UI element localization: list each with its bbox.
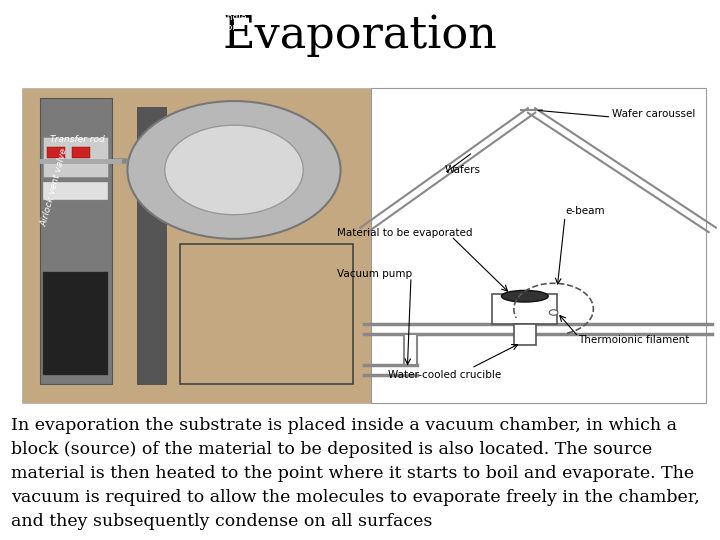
Text: Vacuum pump: Vacuum pump bbox=[337, 269, 413, 279]
Text: Evaporation: Evaporation bbox=[222, 14, 498, 57]
Bar bbox=[22, 89, 378, 403]
Bar bbox=[514, 324, 536, 345]
Text: Sample-angle
indicator: Sample-angle indicator bbox=[185, 13, 247, 32]
Bar bbox=[43, 137, 108, 177]
Bar bbox=[371, 89, 706, 403]
Bar bbox=[40, 98, 112, 384]
Bar bbox=[137, 107, 166, 384]
Text: Airlock vent valve: Airlock vent valve bbox=[40, 147, 69, 228]
Text: Water-cooled crucible: Water-cooled crucible bbox=[388, 369, 501, 380]
Bar bbox=[180, 245, 353, 384]
Circle shape bbox=[127, 101, 341, 239]
Bar bbox=[492, 294, 557, 324]
Text: In evaporation the substrate is placed inside a vacuum chamber, in which a
block: In evaporation the substrate is placed i… bbox=[11, 417, 700, 530]
Text: Thermoionic filament: Thermoionic filament bbox=[578, 335, 690, 345]
Bar bbox=[47, 147, 65, 158]
Bar bbox=[43, 181, 108, 200]
Circle shape bbox=[165, 125, 303, 215]
Bar bbox=[72, 147, 90, 158]
Text: e-beam: e-beam bbox=[565, 206, 605, 216]
Text: Wafer caroussel: Wafer caroussel bbox=[612, 109, 696, 119]
Bar bbox=[405, 334, 418, 364]
Text: Wafers: Wafers bbox=[444, 165, 480, 176]
Text: Material to be evaporated: Material to be evaporated bbox=[337, 228, 473, 238]
Bar bbox=[43, 272, 108, 375]
Circle shape bbox=[549, 310, 558, 315]
Ellipse shape bbox=[501, 291, 548, 302]
Text: Transfer rod: Transfer rod bbox=[50, 135, 105, 144]
